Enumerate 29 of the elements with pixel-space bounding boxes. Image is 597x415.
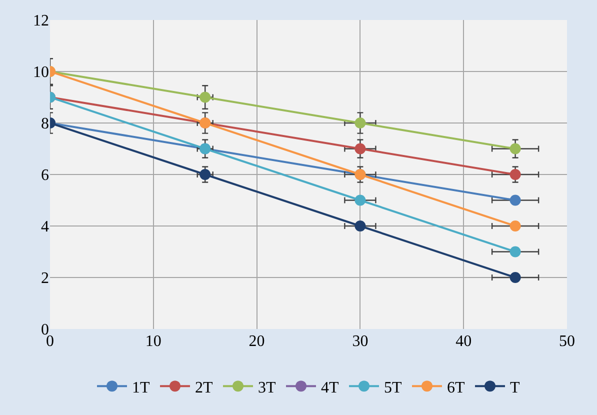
- y-tick-label: 12: [33, 12, 49, 30]
- point: [510, 246, 521, 258]
- y-tick-label: 8: [41, 116, 49, 133]
- x-tick-label: 50: [559, 333, 575, 350]
- point: [354, 220, 366, 232]
- y-tick-label: 2: [41, 270, 49, 288]
- x-tick-label: 20: [248, 333, 265, 350]
- legend-label: T: [510, 379, 520, 396]
- legend-label: 1T: [132, 379, 150, 396]
- point: [510, 220, 521, 232]
- y-tick-label: 6: [41, 167, 49, 184]
- legend-label: 2T: [195, 379, 213, 396]
- x-tick-label: 30: [352, 333, 368, 350]
- point: [510, 272, 521, 283]
- y-tick-label: 10: [33, 64, 49, 82]
- point: [510, 143, 521, 154]
- point: [510, 194, 521, 206]
- legend-label: 5T: [384, 379, 402, 396]
- legend-label: 4T: [321, 379, 339, 396]
- point: [354, 118, 366, 128]
- point: [510, 169, 521, 180]
- point: [354, 194, 366, 206]
- y-tick-label: 4: [41, 218, 49, 236]
- x-tick-label: 40: [456, 333, 472, 350]
- legend-label: 3T: [258, 379, 276, 396]
- legend-label: 6T: [447, 379, 465, 396]
- point: [200, 92, 211, 103]
- x-tick-label: 10: [145, 333, 162, 350]
- point: [354, 143, 366, 154]
